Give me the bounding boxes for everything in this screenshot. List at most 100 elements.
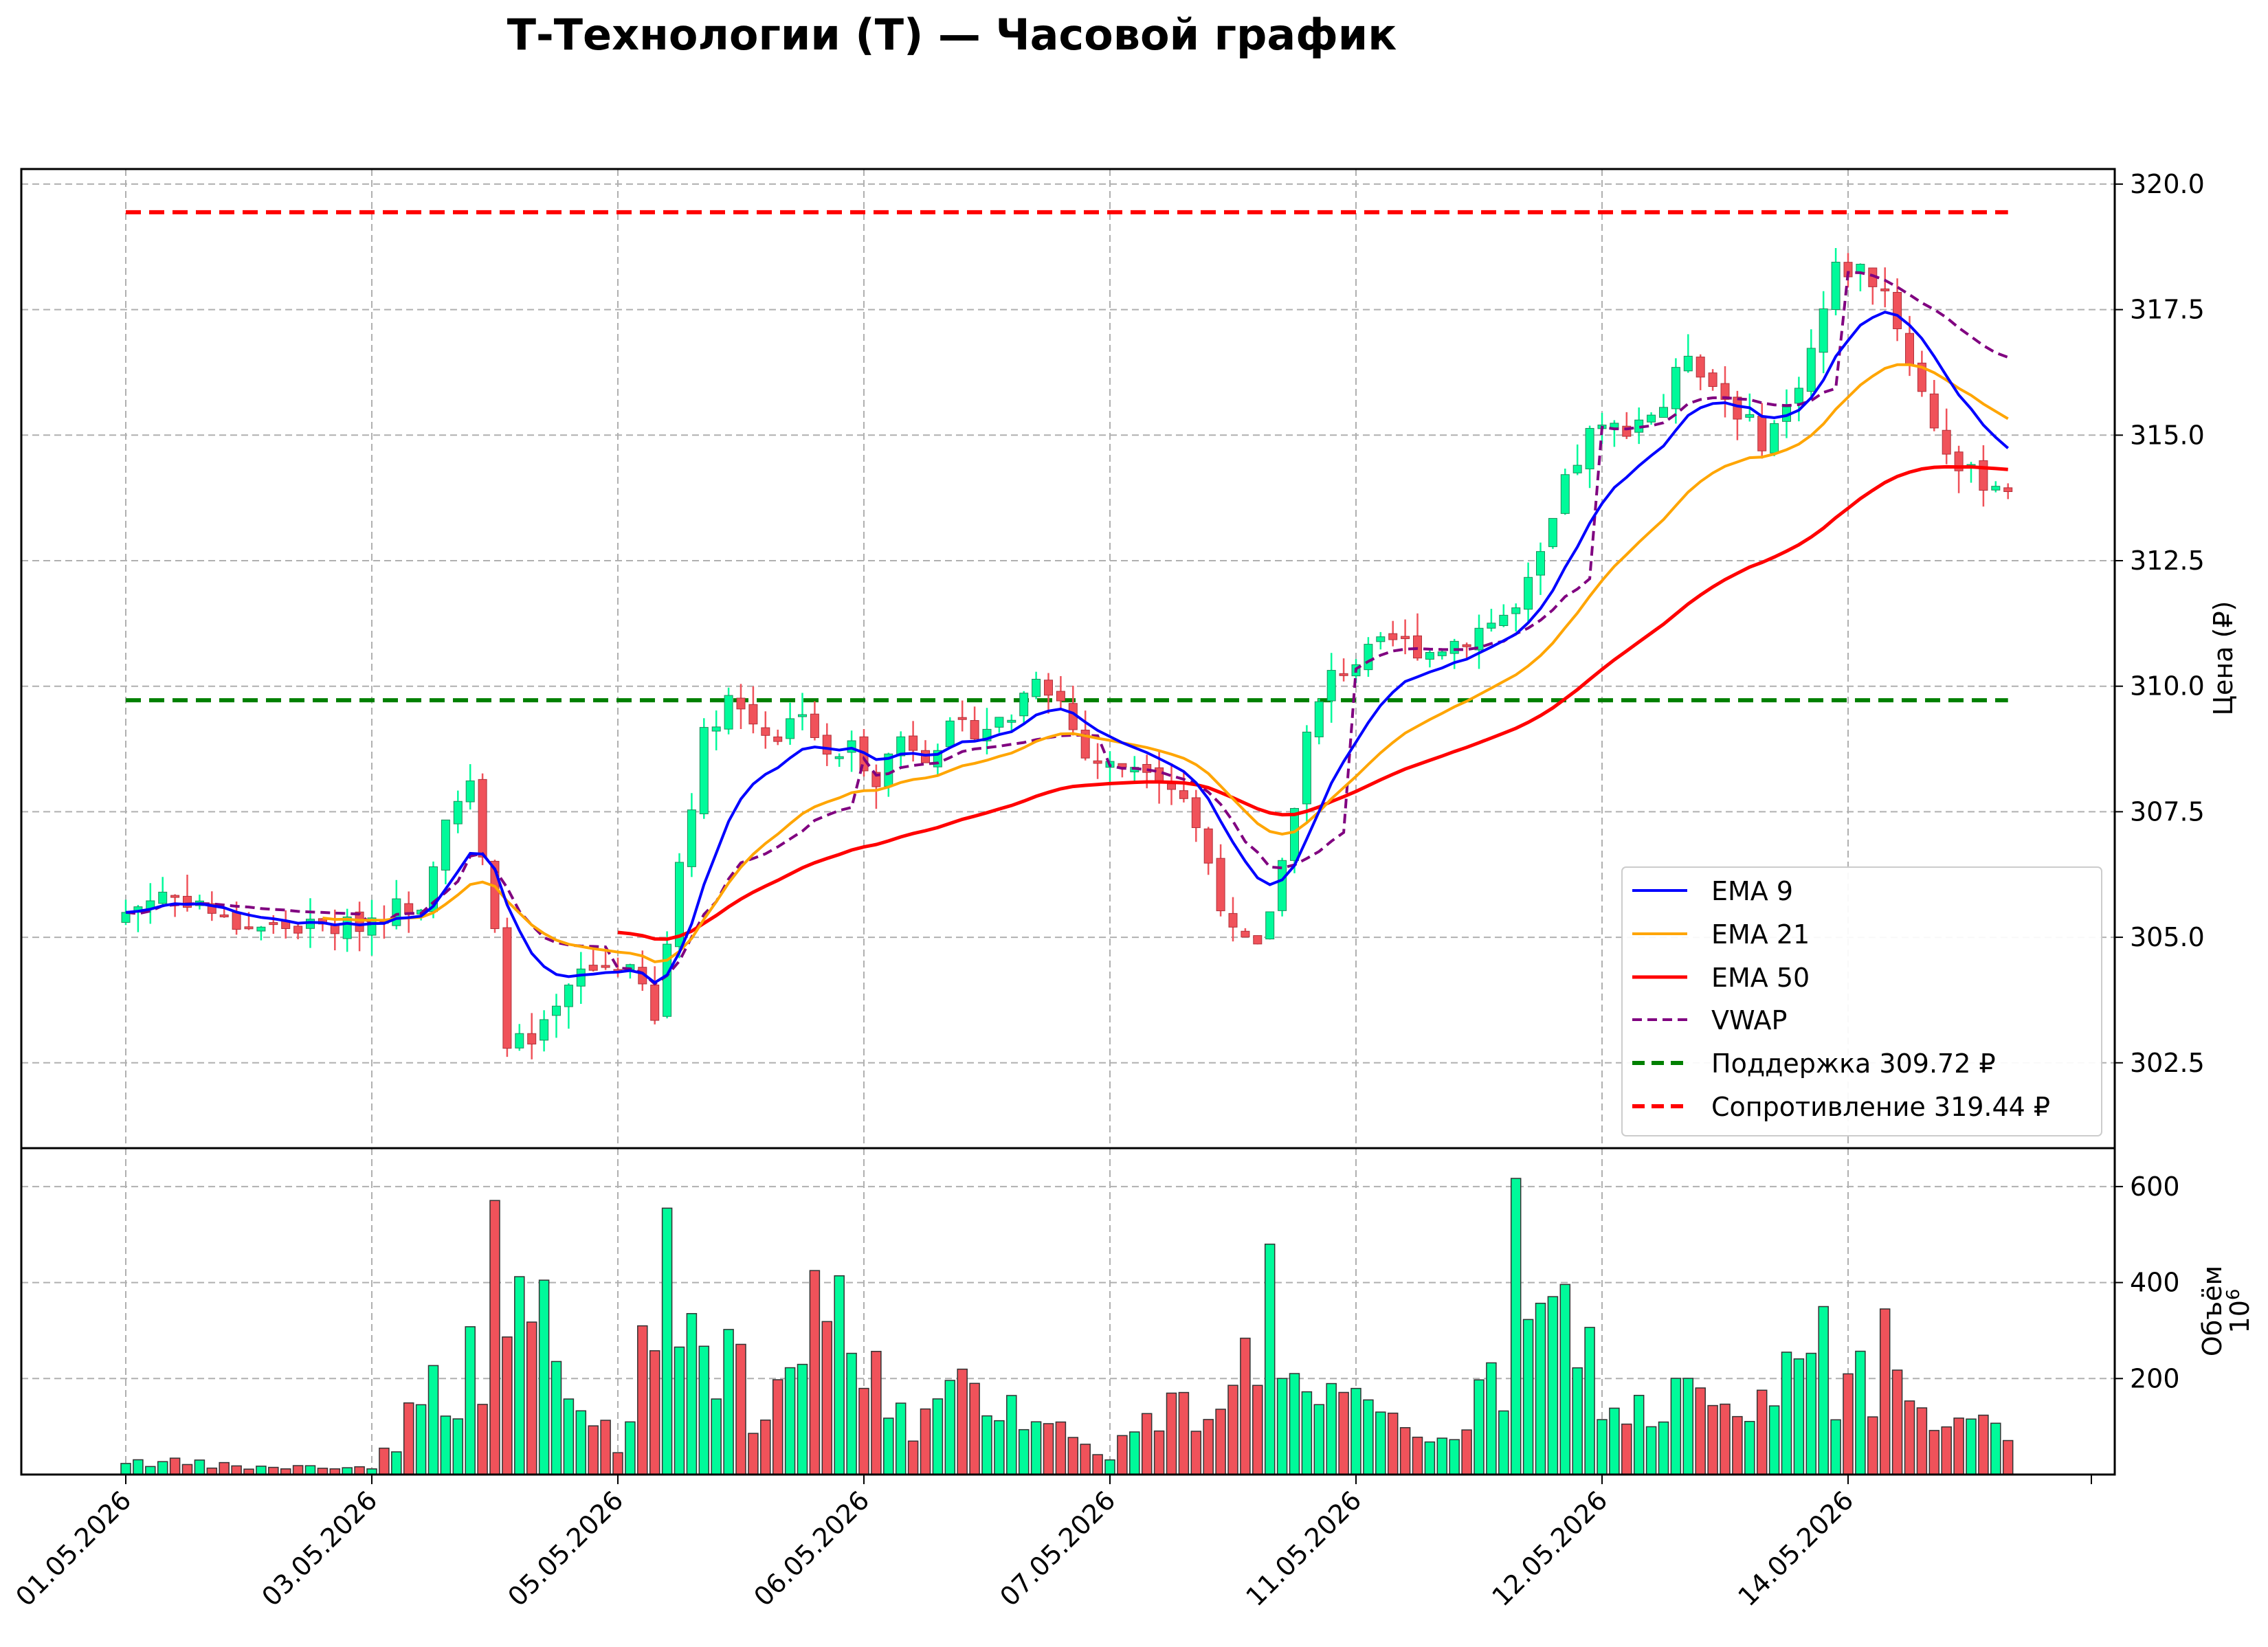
volume-bar [1104,1459,1115,1475]
legend-label-support: Поддержка 309.72 ₽ [1711,1049,1996,1079]
volume-bar [1744,1420,1755,1475]
volume-bar [465,1326,476,1475]
candle-down [1696,357,1705,378]
volume-bar [1117,1435,1128,1475]
candle-down [1203,828,1213,864]
candle-up [1302,731,1311,805]
volume-bar [871,1351,882,1475]
volume-bar [711,1398,722,1475]
candle-up [256,926,266,932]
volume-bar [1338,1391,1349,1475]
candle-up [441,819,450,871]
candle-down [822,735,832,755]
candle-down [736,697,746,710]
candle-down [1917,362,1926,392]
volume-bar [194,1459,205,1475]
candle-up [711,726,721,732]
volume-bar [231,1465,242,1475]
volume-bar [1818,1306,1829,1475]
volume-bar [1781,1352,1792,1475]
candle-up [724,695,733,730]
volume-bar [723,1329,734,1475]
candle-up [1745,414,1755,418]
volume-bar [551,1360,562,1475]
volume-bar [1227,1385,1238,1475]
candle-down [761,727,770,736]
price-tick-label: 312.5 [2130,546,2205,576]
candle-down [1979,460,1988,491]
volume-bar [1535,1302,1546,1475]
candle-down [1905,333,1914,366]
candle-up [552,1005,561,1016]
volume-bar [969,1382,980,1475]
volume-bar [760,1419,771,1475]
volume-bar [415,1404,427,1475]
volume-bar [809,1270,821,1475]
volume-bar [1326,1382,1337,1475]
price-tick-label: 315.0 [2130,420,2205,450]
volume-bar [834,1275,845,1475]
volume-bar [661,1207,673,1475]
candle-up [1499,614,1509,627]
candle-up [1437,651,1447,656]
candle-up [1290,808,1299,861]
volume-bar [1350,1387,1361,1475]
volume-bar [1203,1419,1214,1475]
volume-axis: 200 400 600 [2115,1172,2180,1393]
candle-down [1093,760,1102,764]
volume-bars [120,1178,2014,1475]
price-axis-label: Цена (₽) [2208,601,2238,716]
volume-scale-label: 106 [2223,1289,2255,1334]
volume-bar [588,1425,599,1475]
candle-down [269,922,278,926]
candle-up [1659,407,1668,418]
volume-bar [1645,1426,1657,1475]
candle-down [1733,396,1742,420]
ema50-line [617,464,2008,941]
volume-bar [1498,1410,1509,1475]
volume-bar [1584,1327,1595,1475]
candle-up [1819,308,1828,353]
candle-up [1536,551,1545,576]
volume-bar [858,1387,869,1475]
candle-down [1893,291,1902,330]
volume-bar [1363,1399,1374,1475]
candle-down [1880,288,1890,291]
volume-bar [1178,1391,1190,1475]
price-tick-label: 317.5 [2130,295,2205,325]
volume-axis-label: Объём [2197,1266,2227,1356]
candle-up [1671,367,1680,410]
volume-bar [612,1452,623,1475]
candle-down [909,735,918,751]
chart-title: Т-Технологии (T) — Часовой график [507,10,1397,60]
volume-panel-frame [20,1147,2116,1476]
price-tick-label: 307.5 [2130,796,2205,827]
legend-box [1621,866,2102,1136]
volume-bar [1129,1431,1140,1475]
volume-bar [120,1463,131,1475]
candle-up [896,736,906,757]
candle-down [232,912,241,930]
candle-down [502,927,512,1049]
volume-bar [735,1343,746,1475]
candle-up [798,714,807,717]
level-lines [126,210,2008,703]
candle-up [1474,627,1484,651]
candle-up [453,800,463,825]
candle-down [1757,416,1767,451]
price-grid [21,169,2115,1148]
volume-bar [145,1466,156,1475]
price-tick-label: 302.5 [2130,1048,2205,1078]
volume-bar [181,1464,193,1475]
volume-bar [1658,1421,1669,1475]
volume-bar [169,1457,181,1475]
volume-bar [1707,1404,1718,1475]
volume-bar [1301,1391,1313,1475]
volume-bar [1695,1387,1706,1475]
volume-bar [1449,1439,1460,1475]
legend-label-ema9: EMA 9 [1711,876,1793,906]
candle-down [478,778,487,858]
candle-down [1044,680,1053,696]
volume-bar [932,1398,944,1475]
